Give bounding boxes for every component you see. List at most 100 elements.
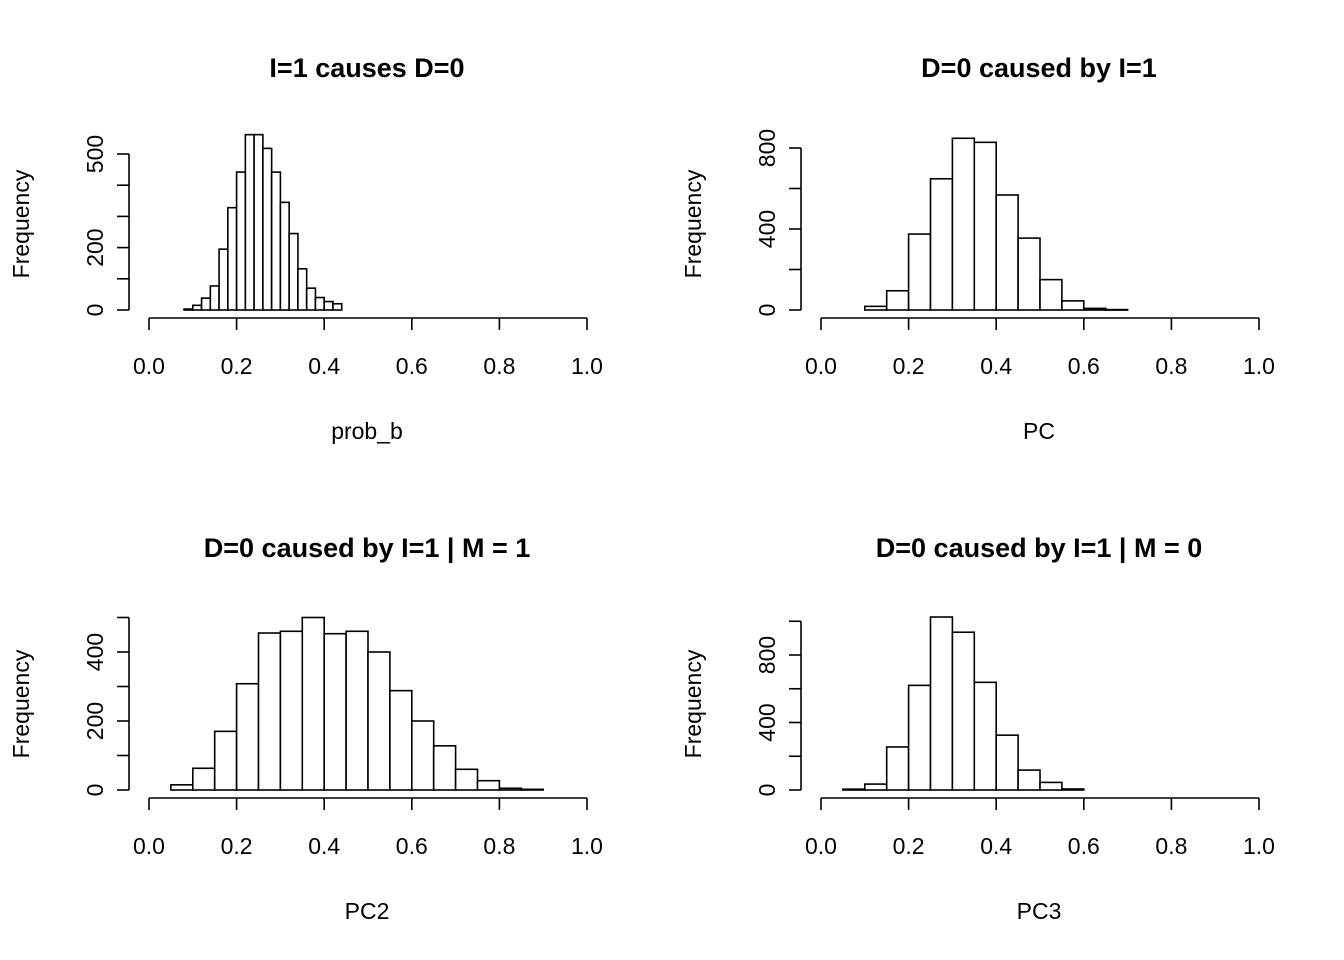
histogram-bar [885,746,910,791]
x-tick-label: 0.8 [483,353,515,379]
histogram-bar [907,233,932,311]
x-tick-label: 0.8 [1155,833,1187,859]
panel-title: I=1 causes D=0 [269,53,464,83]
y-tick-label: 400 [82,633,108,671]
histogram-bar [279,201,290,311]
histogram-bar [842,788,866,791]
y-tick-label: 800 [754,129,780,167]
histogram-bar [951,631,976,791]
x-tick-label: 0.2 [893,353,925,379]
histogram-bar [213,730,238,791]
histogram-bar [314,296,326,311]
histogram-bar [929,616,954,791]
histogram-bar [1104,308,1129,311]
panel-pc: D=0 caused by I=1 PC Frequency 0.0 0.2 0.4… [680,53,1275,444]
histogram-bar [257,632,282,791]
histogram-bar [209,285,220,311]
histogram-bar [476,779,501,791]
x-tick-label: 0.4 [980,353,1012,379]
x-tick-label: 0.2 [221,353,253,379]
histogram-bar [253,133,264,311]
x-axis: 0.0 0.2 0.4 0.6 0.8 1.0 [805,317,1275,379]
panel-title: D=0 caused by I=1 | M = 0 [876,533,1202,563]
histogram-bar [1061,300,1085,311]
histogram-bar [227,206,238,311]
histogram-bar [297,268,308,311]
x-axis-label: prob_b [331,418,403,444]
histogram-bar [973,681,997,791]
histogram-bar [951,137,976,311]
histogram-bar [863,783,888,791]
x-tick-label: 0.0 [133,833,165,859]
histogram-bars [183,133,343,311]
y-axis: 0 400 800 [754,129,802,316]
histogram-bar [301,616,325,791]
y-axis-label: Frequency [680,169,706,278]
y-axis: 0 400 800 [754,620,802,797]
histogram-bar [235,171,247,311]
histogram-bar [218,248,229,311]
histogram-bar [1039,278,1063,311]
y-tick-label: 200 [82,228,108,266]
y-tick-label: 0 [754,784,780,797]
histogram-bar [262,147,273,311]
histogram-bar [345,630,369,791]
x-tick-label: 0.0 [805,833,837,859]
histogram-bar [305,287,317,311]
x-axis: 0.0 0.2 0.4 0.6 0.8 1.0 [133,797,603,859]
x-axis-label: PC2 [345,898,390,924]
histogram-bar [332,302,343,311]
x-tick-label: 0.4 [308,833,340,859]
x-tick-label: 1.0 [571,833,603,859]
x-tick-label: 0.0 [805,353,837,379]
histogram-bar [288,232,299,311]
x-axis: 0.0 0.2 0.4 0.6 0.8 1.0 [805,797,1275,859]
x-tick-label: 0.4 [980,833,1012,859]
histogram-bar [1017,237,1041,311]
y-axis: 0 200 400 [82,616,130,797]
histogram-bar [244,133,255,311]
y-axis-label: Frequency [680,649,706,758]
histogram-bar [183,308,194,311]
y-tick-label: 400 [754,703,780,741]
histogram-bar [1061,788,1085,791]
histogram-bar [410,720,435,791]
panel-prob-b: I=1 causes D=0 prob_b Frequency 0.0 0.2 0.… [8,53,603,444]
x-axis-label: PC3 [1017,898,1062,924]
x-axis: 0.0 0.2 0.4 0.6 0.8 1.0 [133,317,603,379]
x-tick-label: 0.6 [1068,833,1100,859]
y-tick-label: 0 [82,304,108,317]
histogram-bar [520,788,544,791]
panel-title: D=0 caused by I=1 [921,53,1157,83]
histogram-bar [995,194,1019,311]
panel-title: D=0 caused by I=1 | M = 1 [204,533,530,563]
histogram-bar [235,682,260,791]
y-axis-label: Frequency [8,169,34,278]
histogram-bar [973,141,997,311]
histogram-bar [367,651,391,791]
histogram-bar [170,784,194,791]
x-tick-label: 0.6 [396,353,428,379]
y-tick-label: 400 [754,210,780,248]
x-tick-label: 0.2 [221,833,253,859]
x-tick-label: 1.0 [1243,833,1275,859]
y-tick-label: 500 [82,135,108,173]
y-tick-label: 0 [82,784,108,797]
histogram-bars [842,616,1085,791]
histogram-bar [1083,307,1107,311]
y-axis-label: Frequency [8,649,34,758]
histogram-bar [1017,769,1041,791]
histogram-bar [200,297,212,311]
y-tick-label: 800 [754,636,780,674]
histogram-bar [323,632,347,791]
x-tick-label: 0.2 [893,833,925,859]
histogram-bar [863,305,888,311]
y-axis: 0 200 500 [82,135,130,317]
histogram-bar [1039,781,1063,791]
y-tick-label: 200 [82,702,108,740]
histogram-bars [863,137,1129,311]
histogram-bar [432,745,457,791]
panel-pc2: D=0 caused by I=1 | M = 1 PC2 Frequency … [8,533,603,924]
histogram-bar [270,171,282,311]
